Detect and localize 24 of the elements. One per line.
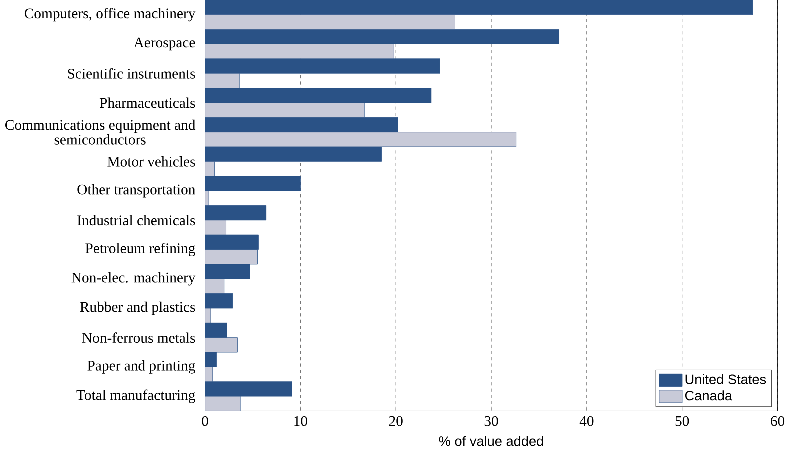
legend-label: United States — [686, 374, 766, 384]
y-tick-label: Other transportation — [78, 184, 196, 198]
y-tick-label: Communications equipment and semiconductors — [6, 120, 196, 145]
y-tick-label: Industrial chemicals — [78, 215, 196, 226]
y-tick-label: Total manufacturing — [76, 390, 196, 404]
y-tick-label: Non-elec. machinery — [72, 272, 196, 286]
x-tick-label: 40 — [580, 416, 594, 426]
x-axis-title: % of value added — [439, 436, 544, 446]
x-tick-label: 30 — [484, 416, 498, 426]
x-tick-label: 20 — [389, 416, 403, 426]
y-tick-label: Aerospace — [134, 38, 196, 51]
x-tick-label: 0 — [202, 416, 208, 426]
x-tick-label: 50 — [676, 416, 690, 426]
legend-label: Canada — [685, 390, 733, 401]
y-tick-label: Non-ferrous metals — [82, 332, 196, 344]
y-tick-label: Rubber and plastics — [80, 302, 196, 316]
x-tick-label: 10 — [294, 416, 308, 426]
y-tick-label: Petroleum refining — [86, 242, 196, 256]
y-tick-label: Scientific instruments — [68, 68, 196, 79]
x-tick-label: 60 — [771, 416, 785, 426]
y-tick-label: Pharmaceuticals — [100, 98, 196, 108]
y-tick-label: Motor vehicles — [108, 156, 196, 167]
y-tick-label: Computers, office machinery — [24, 8, 196, 22]
y-tick-label: Paper and printing — [88, 360, 196, 374]
